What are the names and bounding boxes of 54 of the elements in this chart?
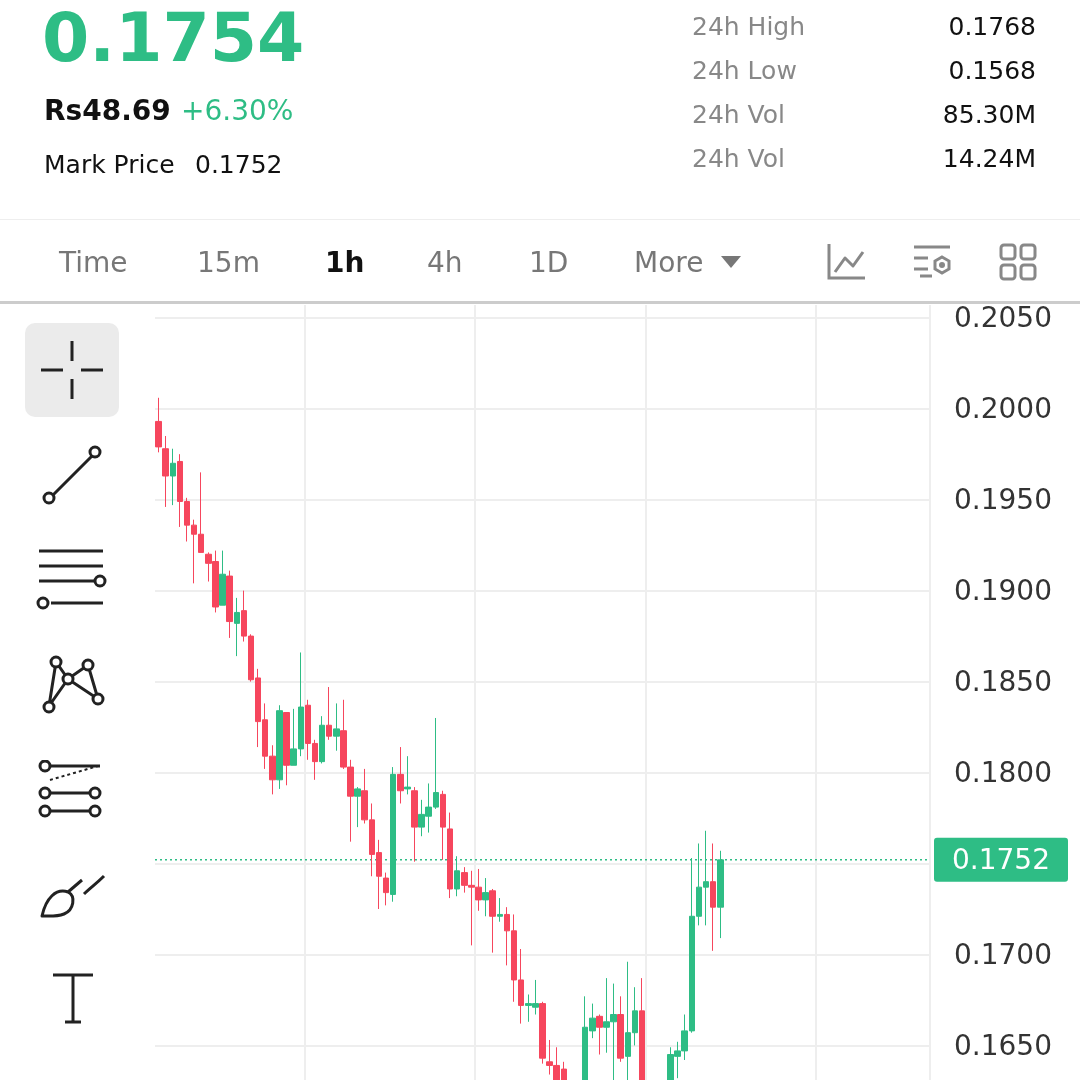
candlestick — [155, 397, 162, 453]
text: 14.24M — [942, 144, 1036, 173]
candlestick — [404, 755, 411, 795]
text: 85.30M — [942, 100, 1036, 129]
y-tick-label: 0.1700 — [954, 937, 1052, 971]
candlestick — [497, 897, 503, 923]
candlestick — [539, 1001, 546, 1065]
candlestick — [440, 790, 446, 861]
text: 24h Vol — [692, 144, 786, 173]
y-tick-label: 0.1950 — [954, 483, 1052, 517]
text: Mark Price — [44, 150, 175, 179]
text: 4h — [427, 246, 463, 279]
candlestick — [639, 977, 645, 1080]
text: 24h High — [692, 12, 806, 41]
candlestick — [411, 786, 418, 863]
text: +6.30% — [181, 94, 294, 127]
text: 0.1768 — [948, 12, 1036, 41]
candlestick — [276, 704, 283, 790]
candlestick — [397, 746, 404, 804]
text: 0.1754 — [42, 0, 305, 77]
y-tick-label: 0.2000 — [954, 392, 1052, 426]
candlestick — [710, 843, 716, 952]
text: More — [634, 246, 704, 279]
candlestick — [354, 786, 361, 828]
candlestick — [226, 570, 233, 639]
text: 15m — [197, 246, 260, 279]
candlestick — [219, 550, 226, 606]
text: 0.1568 — [948, 56, 1036, 85]
y-tick-label: 0.1850 — [954, 665, 1052, 699]
candlestick — [170, 448, 176, 506]
y-tick-label: 0.1800 — [954, 756, 1052, 790]
candlestick — [596, 1014, 603, 1056]
text: 1D — [529, 246, 569, 279]
ref-line-label: 0.1752 — [952, 843, 1050, 877]
y-tick-label: 0.1650 — [954, 1028, 1052, 1062]
candlestick — [482, 877, 489, 917]
text: Rs48.69 — [44, 94, 171, 127]
candlestick — [489, 888, 496, 954]
y-tick-label: 0.1900 — [954, 574, 1052, 608]
text: 24h Vol — [692, 100, 786, 129]
candlestick — [333, 702, 340, 752]
text: 24h Low — [692, 56, 797, 85]
text: 0.1752 — [195, 150, 283, 179]
candlestick — [326, 686, 332, 741]
text: 1h — [325, 246, 365, 279]
candlestick — [319, 715, 325, 764]
candlestick — [383, 872, 389, 906]
candlestick — [447, 812, 453, 899]
candlestick — [162, 435, 169, 508]
candlestick — [234, 597, 240, 657]
candlestick — [283, 712, 290, 786]
y-tick-label: 0.2050 — [954, 301, 1052, 335]
text: Time — [59, 246, 128, 279]
candlestick — [617, 995, 624, 1063]
